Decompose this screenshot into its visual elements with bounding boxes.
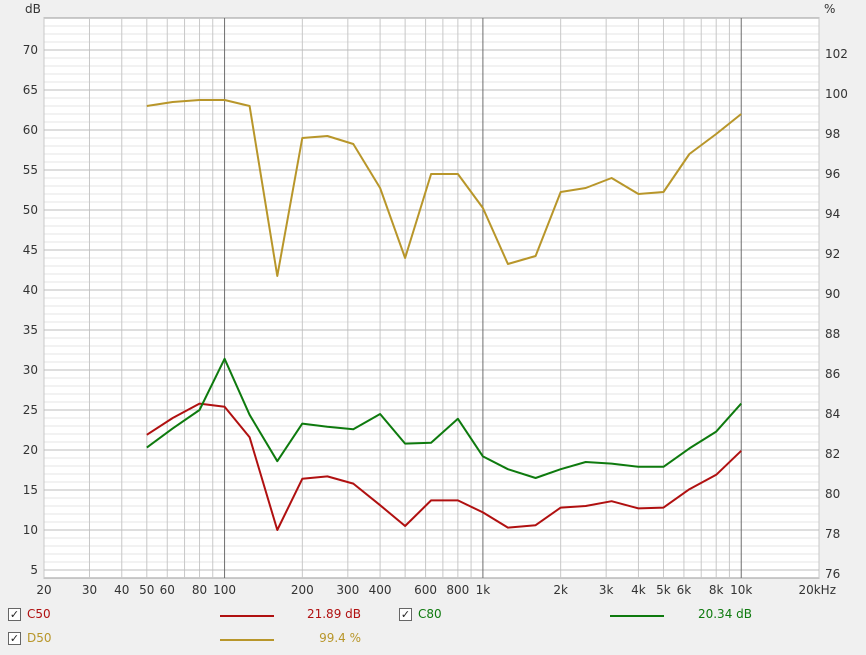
series-line-d50 <box>146 99 742 277</box>
left-tick-label: 20 <box>23 443 38 457</box>
left-tick-label: 10 <box>23 523 38 537</box>
x-tick-label: 8k <box>709 583 724 597</box>
left-tick-label: 30 <box>23 363 38 377</box>
right-tick-label: 100 <box>825 87 848 101</box>
x-tick-label: 50 <box>139 583 154 597</box>
c80-legend-swatch <box>610 615 664 617</box>
x-tick-label: 10k <box>730 583 752 597</box>
x-tick-label: 6k <box>677 583 692 597</box>
series-line-c50 <box>146 402 742 531</box>
left-tick-label: 50 <box>23 203 38 217</box>
right-tick-label: 102 <box>825 47 848 61</box>
d50-legend-value: 99.4 % <box>319 631 361 645</box>
c50-legend-swatch <box>220 615 274 617</box>
right-tick-label: 76 <box>825 567 840 581</box>
legend-row-2: ✓ D50 99.4 % <box>0 630 866 650</box>
series-line-c80 <box>146 357 742 479</box>
right-tick-label: 92 <box>825 247 840 261</box>
left-tick-label: 35 <box>23 323 38 337</box>
right-tick-label: 96 <box>825 167 840 181</box>
x-tick-label: 4k <box>631 583 646 597</box>
right-axis-unit-label: % <box>824 2 835 16</box>
left-tick-label: 45 <box>23 243 38 257</box>
x-tick-label: 40 <box>114 583 129 597</box>
left-tick-label: 60 <box>23 123 38 137</box>
right-tick-label: 86 <box>825 367 840 381</box>
left-tick-label: 15 <box>23 483 38 497</box>
major-grid <box>44 18 819 578</box>
left-tick-label: 5 <box>30 563 38 577</box>
right-tick-label: 98 <box>825 127 840 141</box>
x-tick-label: 100 <box>213 583 236 597</box>
left-tick-label: 55 <box>23 163 38 177</box>
x-tick-label: 400 <box>369 583 392 597</box>
c80-legend-value: 20.34 dB <box>697 607 752 621</box>
right-axis-tick-labels: 76 78 80 82 84 86 88 90 92 94 96 98 100 102 <box>825 47 848 581</box>
x-tick-label: 200 <box>291 583 314 597</box>
x-tick-label: 20 <box>36 583 51 597</box>
d50-legend-swatch <box>220 639 274 641</box>
legend-row-1: ✓ C50 21.89 dB ✓ C80 20.34 dB <box>0 606 866 626</box>
right-tick-label: 90 <box>825 287 840 301</box>
x-axis-tick-labels: 20 30 40 50 60 80 100 200 300 400 600 800 1k 2k 3k 4k 5k… <box>36 583 836 597</box>
c50-legend-value: 21.89 dB <box>306 607 361 621</box>
left-tick-label: 65 <box>23 83 38 97</box>
x-tick-label: 30 <box>82 583 97 597</box>
left-axis-tick-labels: 5 10 15 20 25 30 35 40 45 50 55 60 65 70 <box>23 43 38 577</box>
c50-checkbox[interactable]: ✓ <box>8 608 21 621</box>
x-tick-label: 20kHz <box>798 583 836 597</box>
x-tick-label: 1k <box>476 583 491 597</box>
series-lines <box>146 99 742 531</box>
left-tick-label: 40 <box>23 283 38 297</box>
right-tick-label: 78 <box>825 527 840 541</box>
x-tick-label: 600 <box>414 583 437 597</box>
left-tick-label: 25 <box>23 403 38 417</box>
left-axis-unit-label: dB <box>25 2 41 16</box>
right-tick-label: 80 <box>825 487 840 501</box>
c80-checkbox[interactable]: ✓ <box>399 608 412 621</box>
left-tick-label: 70 <box>23 43 38 57</box>
x-tick-label: 300 <box>336 583 359 597</box>
x-tick-label: 80 <box>192 583 207 597</box>
minor-grid <box>43 18 820 578</box>
d50-legend-name: D50 <box>27 631 52 645</box>
right-tick-label: 94 <box>825 207 840 221</box>
right-tick-label: 84 <box>825 407 840 421</box>
x-tick-label: 60 <box>160 583 175 597</box>
c50-legend-name: C50 <box>27 607 51 621</box>
right-tick-label: 88 <box>825 327 840 341</box>
x-tick-label: 3k <box>599 583 614 597</box>
acoustic-parameters-chart: 20 30 40 50 60 80 100 200 300 400 600 800 1k 2k 3k 4k 5k… <box>23 2 848 597</box>
right-tick-label: 82 <box>825 447 840 461</box>
x-tick-label: 2k <box>553 583 568 597</box>
c80-legend-name: C80 <box>418 607 442 621</box>
x-tick-label: 5k <box>656 583 671 597</box>
x-tick-label: 800 <box>446 583 469 597</box>
d50-checkbox[interactable]: ✓ <box>8 632 21 645</box>
